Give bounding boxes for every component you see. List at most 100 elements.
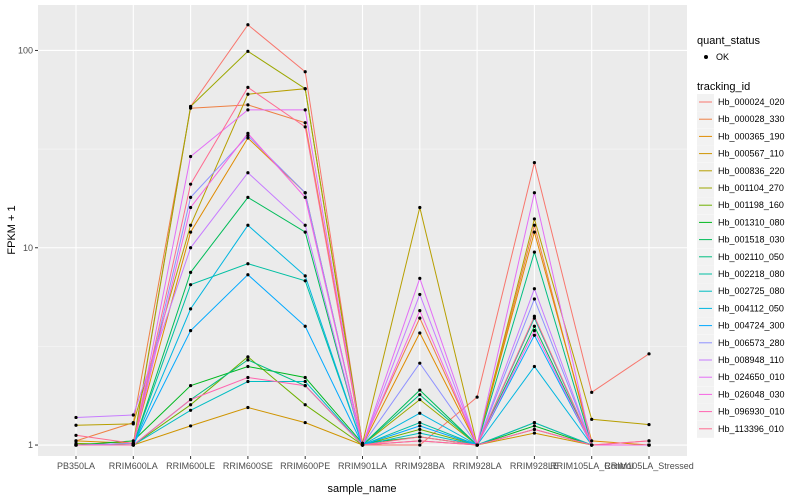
data-point-Hb_000567_110 [532,431,537,435]
data-point-Hb_000365_190 [189,230,193,234]
data-point-Hb_000365_190 [246,136,250,140]
data-point-Hb_026048_030 [303,195,307,199]
data-point-Hb_026048_030 [418,309,422,313]
data-point-Hb_113396_010 [532,314,537,318]
data-point-Hb_001518_030 [303,230,307,234]
data-point-Hb_000365_190 [590,439,594,443]
data-point-Hb_000028_330 [246,103,250,107]
data-point-Hb_008948_110 [189,246,193,250]
data-point-Hb_004112_050 [418,411,422,415]
data-point-Hb_024650_010 [189,154,193,159]
data-point-Hb_008948_110 [532,287,537,291]
data-point-Hb_001198_160 [303,403,307,407]
data-point-Hb_002218_080 [246,262,250,266]
data-point-Hb_008948_110 [303,223,307,227]
legend-quant-label-ok: OK [716,52,729,62]
data-point-Hb_000365_190 [74,439,78,443]
data-point-Hb_002110_050 [418,393,422,397]
data-point-Hb_000024_020 [246,23,250,27]
data-point-Hb_004724_300 [189,329,193,333]
x-tick-label: RRIM928BA [395,461,445,471]
data-point-Hb_113396_010 [360,443,365,447]
data-point-Hb_002725_080 [189,408,193,412]
data-point-Hb_004112_050 [303,274,307,278]
legend-label-Hb_001518_030: Hb_001518_030 [718,235,785,245]
data-point-Hb_000024_020 [590,390,594,394]
legend-label-Hb_000028_330: Hb_000028_330 [718,114,785,124]
data-point-Hb_001198_160 [189,403,193,407]
data-point-Hb_000567_110 [189,424,193,428]
y-tick-label: 1 [28,440,33,450]
data-point-Hb_004112_050 [189,307,193,311]
data-point-Hb_113396_010 [475,443,479,447]
legend-label-Hb_004112_050: Hb_004112_050 [718,303,784,313]
x-tick-label: RRIM600LA [109,461,158,471]
data-point-Hb_001104_270 [418,397,422,402]
data-point-Hb_113396_010 [418,435,422,439]
legend-label-Hb_026048_030: Hb_026048_030 [718,389,785,399]
data-point-Hb_001518_030 [246,195,250,199]
data-point-Hb_026048_030 [647,443,651,447]
legend-label-Hb_008948_110: Hb_008948_110 [718,355,784,365]
data-point-Hb_000028_330 [418,316,422,320]
x-tick-label: RRIM105LA_Stressed [604,461,694,471]
data-point-Hb_006573_280 [303,191,307,195]
legend-label-Hb_001104_270: Hb_001104_270 [718,183,784,193]
data-point-Hb_000836_220 [590,417,594,421]
data-point-Hb_113396_010 [189,182,193,186]
data-point-Hb_004724_300 [418,424,422,428]
legend-label-Hb_001310_080: Hb_001310_080 [718,217,785,227]
x-axis: PB350LA RRIM600LA RRIM600LE RRIM600SE RRIM60… [57,456,694,471]
data-point-Hb_026048_030 [189,205,193,210]
y-tick-label: 100 [18,45,33,55]
data-point-Hb_096930_010 [189,397,193,402]
data-point-Hb_024650_010 [418,276,422,280]
data-point-Hb_001104_270 [246,49,250,53]
data-point-Hb_096930_010 [303,384,307,388]
data-point-Hb_000836_220 [532,217,537,221]
data-point-Hb_000365_190 [418,331,422,335]
data-point-Hb_000836_220 [647,422,651,427]
data-point-Hb_004724_300 [303,324,307,328]
data-point-Hb_001518_030 [189,270,193,275]
data-point-Hb_001198_160 [246,355,250,359]
data-point-Hb_000024_020 [303,70,307,74]
data-point-Hb_113396_010 [590,443,594,447]
legend-label-Hb_000024_020: Hb_000024_020 [718,97,785,107]
data-point-Hb_002725_080 [246,379,250,384]
x-tick-label: RRIM105LA_Control [550,461,633,471]
x-tick-label: PB350LA [57,461,95,471]
data-point-Hb_002218_080 [303,279,307,283]
data-point-Hb_004724_300 [532,333,537,337]
data-point-Hb_006573_280 [246,134,250,138]
data-point-Hb_002218_080 [418,420,422,425]
x-tick-label: RRIM901LA [338,461,387,471]
legend-label-Hb_002218_080: Hb_002218_080 [718,269,785,279]
data-point-Hb_096930_010 [532,427,537,432]
legend-label-Hb_004724_300: Hb_004724_300 [718,321,785,331]
data-point-Hb_002725_080 [418,431,422,435]
legend-tracking-id: tracking_id Hb_000024_020Hb_000028_330Hb… [697,81,785,438]
data-point-Hb_000567_110 [303,420,307,425]
data-point-Hb_113396_010 [131,441,135,445]
legend-entries: Hb_000024_020 Hb_000028_330 Hb_000365_190 H… [697,94,785,438]
legend-label-Hb_002725_080: Hb_002725_080 [718,286,785,296]
x-tick-label: RRIM600LE [166,461,215,471]
data-point-Hb_000024_020 [418,443,422,447]
data-point-Hb_002218_080 [189,283,193,287]
data-point-Hb_001310_080 [189,384,193,388]
legend-quant-key-ok [704,55,708,59]
data-point-Hb_000365_190 [532,230,537,234]
data-point-Hb_096930_010 [418,439,422,443]
data-point-Hb_001104_270 [189,104,193,109]
data-point-Hb_008948_110 [418,292,422,297]
legend-quant-status: quant_status OK [697,35,760,62]
data-point-Hb_002110_050 [246,358,250,362]
data-point-Hb_000836_220 [74,423,78,427]
data-point-Hb_006573_280 [189,195,193,199]
data-point-Hb_024650_010 [532,191,537,195]
legend-label-Hb_002110_050: Hb_002110_050 [718,252,784,262]
data-point-Hb_026048_030 [532,329,537,333]
data-point-Hb_113396_010 [303,125,307,129]
